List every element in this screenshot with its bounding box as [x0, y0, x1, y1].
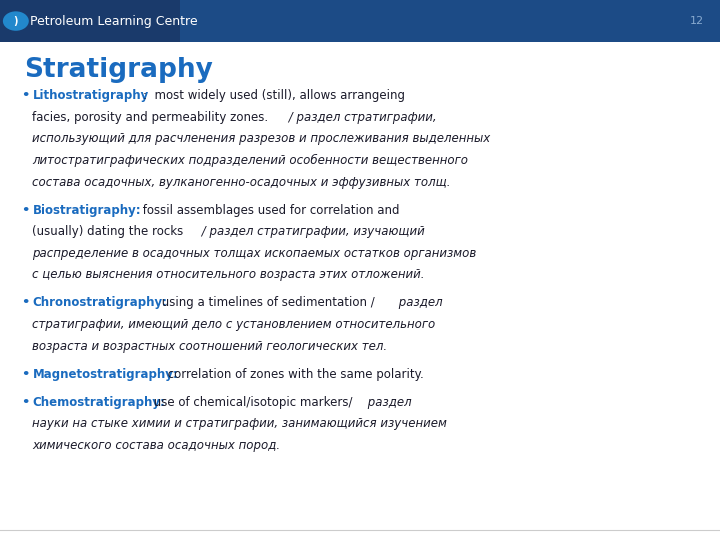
Text: / раздел стратиграфии,: / раздел стратиграфии, [285, 111, 437, 124]
Text: раздел: раздел [395, 296, 442, 309]
Text: науки на стыке химии и стратиграфии, занимающийся изучением: науки на стыке химии и стратиграфии, зан… [32, 417, 447, 430]
Text: facies, porosity and permeability zones.: facies, porosity and permeability zones. [32, 111, 269, 124]
Text: Chemostratigraphy:: Chemostratigraphy: [32, 396, 166, 409]
Text: использующий для расчленения разрезов и прослеживания выделенных: использующий для расчленения разрезов и … [32, 132, 490, 145]
Text: •: • [22, 204, 30, 217]
Text: распределение в осадочных толщах ископаемых остатков организмов: распределение в осадочных толщах ископае… [32, 247, 477, 260]
Text: using a timelines of sedimentation /: using a timelines of sedimentation / [158, 296, 374, 309]
Text: Biostratigraphy:: Biostratigraphy: [32, 204, 141, 217]
Text: Lithostratigraphy: Lithostratigraphy [32, 89, 148, 102]
Text: химического состава осадочных пород.: химического состава осадочных пород. [32, 439, 281, 452]
Text: use of chemical/isotopic markers/: use of chemical/isotopic markers/ [150, 396, 352, 409]
Text: 12: 12 [690, 16, 704, 26]
Text: раздел: раздел [364, 396, 411, 409]
Text: :  most widely used (still), allows arrangeing: : most widely used (still), allows arran… [143, 89, 405, 102]
Text: (usually) dating the rocks: (usually) dating the rocks [32, 225, 184, 238]
Text: Chronostratigraphy:: Chronostratigraphy: [32, 296, 167, 309]
Text: ): ) [14, 16, 18, 26]
Text: Magnetostratigraphy:: Magnetostratigraphy: [32, 368, 178, 381]
Text: возраста и возрастных соотношений геологических тел.: возраста и возрастных соотношений геолог… [32, 340, 387, 353]
Text: •: • [22, 89, 30, 102]
Text: fossil assemblages used for correlation and: fossil assemblages used for correlation … [139, 204, 400, 217]
Text: литостратиграфических подразделений особенности вещественного: литостратиграфических подразделений особ… [32, 154, 469, 167]
Text: с целью выяснения относительного возраста этих отложений.: с целью выяснения относительного возраст… [32, 268, 425, 281]
Text: Stratigraphy: Stratigraphy [24, 57, 213, 83]
Text: состава осадочных, вулканогенно-осадочных и эффузивных толщ.: состава осадочных, вулканогенно-осадочны… [32, 176, 451, 188]
Text: •: • [22, 296, 30, 309]
Text: correlation of zones with the same polarity.: correlation of zones with the same polar… [164, 368, 424, 381]
Text: Petroleum Learning Centre: Petroleum Learning Centre [30, 15, 198, 28]
Text: •: • [22, 368, 30, 381]
Text: •: • [22, 396, 30, 409]
Text: стратиграфии, имеющий дело с установлением относительного: стратиграфии, имеющий дело с установлени… [32, 318, 436, 331]
Text: / раздел стратиграфии, изучающий: / раздел стратиграфии, изучающий [199, 225, 425, 238]
